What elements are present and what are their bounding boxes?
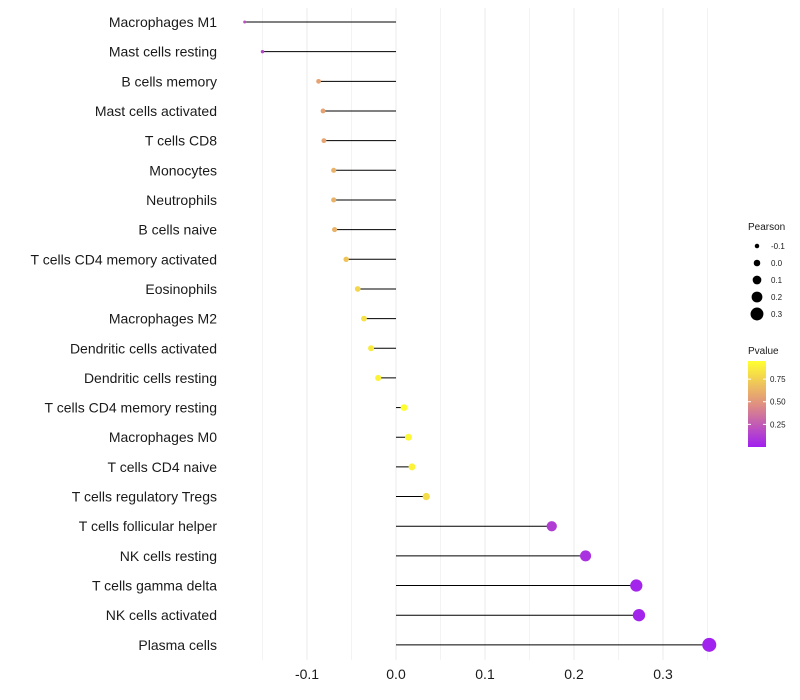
- lollipop-point: [354, 286, 361, 292]
- category-label: B cells memory: [121, 73, 217, 89]
- lollipop-point: [332, 227, 338, 233]
- colorbar-label: 0.25: [770, 420, 786, 429]
- x-tick-label: 0.1: [475, 666, 495, 682]
- lollipop-point: [702, 637, 717, 652]
- category-label: T cells CD8: [145, 133, 217, 149]
- category-label: Mast cells activated: [95, 103, 217, 119]
- category-label: B cells naive: [138, 222, 217, 238]
- lollipop-point: [368, 345, 375, 352]
- category-label: T cells CD4 memory activated: [31, 251, 217, 267]
- lollipop-point: [400, 404, 408, 411]
- points: [243, 20, 717, 652]
- category-label: NK cells activated: [106, 607, 217, 623]
- x-axis-ticks: -0.1 0.0 0.1 0.2 0.3: [295, 666, 673, 682]
- lollipop-point: [331, 167, 337, 173]
- size-legend-label: 0.1: [771, 276, 783, 285]
- category-label: T cells follicular helper: [79, 518, 218, 534]
- pearson-legend-title: Pearson: [748, 222, 785, 233]
- category-label: T cells CD4 naive: [108, 459, 218, 475]
- lollipop-point: [422, 492, 430, 501]
- size-legend-key: [751, 291, 763, 303]
- category-label: Neutrophils: [146, 192, 217, 208]
- category-label: Plasma cells: [138, 637, 217, 653]
- size-legend-key: [750, 307, 764, 321]
- colorbar-label: 0.50: [770, 398, 786, 407]
- lollipop-point: [320, 108, 326, 114]
- category-label: T cells gamma delta: [92, 578, 217, 594]
- pvalue-legend-title: Pvalue: [748, 346, 779, 357]
- category-label: Macrophages M0: [109, 429, 217, 445]
- lollipop-point: [408, 463, 416, 471]
- size-legend-label: 0.3: [771, 310, 783, 319]
- lollipop-point: [321, 138, 327, 144]
- pvalue-colorbar: [748, 361, 766, 447]
- stems: [244, 21, 710, 646]
- lollipop-point: [375, 374, 382, 382]
- x-tick-label: 0.2: [564, 666, 584, 682]
- lollipop-point: [632, 609, 646, 622]
- x-tick-label: -0.1: [295, 666, 319, 682]
- lollipop-point: [260, 49, 265, 54]
- x-tick-label: 0.3: [653, 666, 673, 682]
- lollipop-point: [405, 433, 412, 441]
- x-tick-label: 0.0: [386, 666, 406, 682]
- category-label: Dendritic cells activated: [70, 340, 217, 356]
- category-label: Mast cells resting: [109, 44, 217, 60]
- lollipop-point: [343, 256, 349, 262]
- pvalue-color-legend: Pvalue 0.75 0.50 0.25: [748, 346, 786, 447]
- lollipop-point: [546, 521, 557, 532]
- size-legend-label: 0.2: [771, 293, 783, 302]
- pearson-size-legend: Pearson -0.1 0.0 0.1 0.2 0.3: [748, 222, 785, 321]
- category-label: NK cells resting: [120, 548, 217, 564]
- size-legend-key: [752, 275, 762, 285]
- colorbar-label: 0.75: [770, 375, 786, 384]
- lollipop-point: [316, 78, 321, 84]
- size-legend-key: [753, 259, 761, 267]
- category-label: Monocytes: [149, 162, 217, 178]
- category-label: T cells regulatory Tregs: [72, 489, 217, 505]
- lollipop-point: [331, 197, 337, 203]
- lollipop-point: [580, 550, 592, 562]
- category-label: Eosinophils: [145, 281, 217, 297]
- size-legend-label: 0.0: [771, 259, 783, 268]
- category-label: Macrophages M2: [109, 311, 217, 327]
- category-label: Macrophages M1: [109, 14, 217, 30]
- size-legend-key: [754, 243, 760, 249]
- category-labels: Macrophages M1 Mast cells resting B cells …: [31, 14, 218, 653]
- lollipop-point: [361, 315, 367, 322]
- size-legend-label: -0.1: [771, 242, 785, 251]
- category-label: T cells CD4 memory resting: [45, 400, 217, 416]
- grid: [262, 8, 708, 660]
- lollipop-point: [630, 579, 643, 592]
- category-label: Dendritic cells resting: [84, 370, 217, 386]
- lollipop-point: [243, 20, 247, 24]
